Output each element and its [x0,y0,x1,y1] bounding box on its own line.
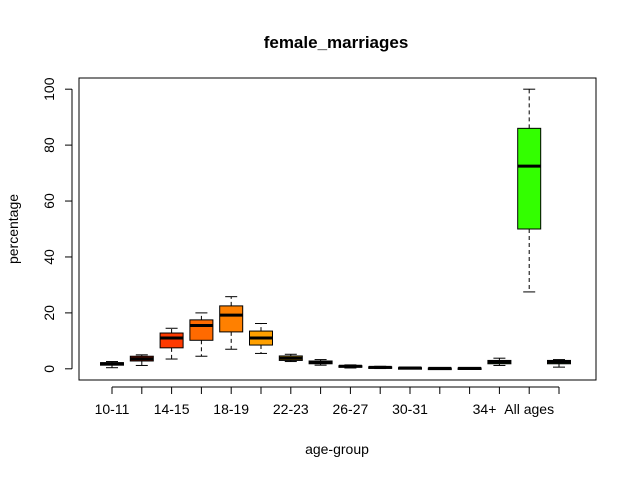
box-other [548,360,571,368]
box-26-27 [339,365,362,368]
box-12-13 [130,355,153,366]
box-series [101,89,571,369]
box-34- [458,368,481,370]
x-tick-label: 30-31 [392,401,428,417]
x-tick-label: 10-11 [95,401,130,417]
box-14-15 [160,328,183,359]
chart-title: female_marriages [264,33,409,52]
box-all-ages [518,89,541,292]
box-body [518,128,541,229]
box-32-33 [428,368,451,370]
box-24-25 [309,360,332,366]
x-tick-label: All ages [504,401,554,417]
x-tick-label: 26-27 [332,401,368,417]
box-body [220,306,243,332]
box-unknown [488,358,511,365]
x-axis-label: age-group [305,441,369,457]
box-18-19 [220,297,243,350]
y-tick-label: 100 [41,77,57,101]
x-tick-label: 18-19 [213,401,249,417]
x-tick-label: 14-15 [154,401,190,417]
box-body [190,320,213,340]
y-axis: 0 20 40 60 80 100 [41,77,72,372]
y-tick-label: 40 [41,249,57,265]
box-10-11 [101,362,124,368]
box-28-29 [369,366,392,368]
box-16-17 [190,313,213,356]
x-tick-label: 22-23 [273,401,309,417]
box-22-23 [279,354,302,361]
y-tick-label: 80 [41,137,57,153]
y-tick-label: 60 [41,193,57,209]
y-tick-label: 20 [41,305,57,321]
x-tick-label: 34+ [473,401,497,417]
box-30-31 [399,367,422,369]
box-body [160,333,183,348]
box-20-21 [250,324,273,354]
y-axis-label: percentage [5,194,21,264]
x-axis: 10-11 14-15 18-19 22-23 26-27 30-31 34+ All age… [95,387,559,417]
y-tick-label: 0 [41,365,57,373]
